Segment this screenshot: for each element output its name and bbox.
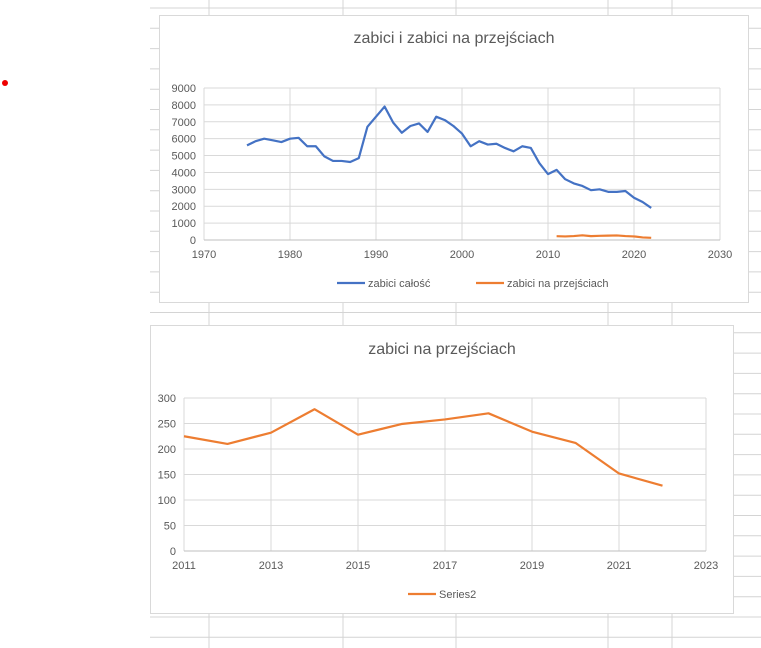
chart-svg: zabici i zabici na przejściach 0 1000 2000 3… (172, 30, 733, 290)
y-tick-label: 6000 (172, 134, 196, 146)
x-tick-label: 2010 (536, 249, 560, 261)
x-tick-label: 2011 (172, 560, 196, 572)
chart-killed-total-and-crossings[interactable]: zabici i zabici na przejściach 0 1000 2000 3… (159, 15, 749, 303)
x-tick-label: 2030 (708, 249, 732, 261)
y-tick-label: 2000 (172, 201, 196, 213)
x-tick-label: 2023 (694, 560, 718, 572)
chart-svg: zabici na przejściach 0 50 100 150 200 250 300 2… (158, 341, 719, 601)
y-tick-label: 3000 (172, 184, 196, 196)
y-tick-label: 8000 (172, 100, 196, 112)
y-tick-label: 200 (158, 444, 176, 456)
series-line-0 (246, 105, 652, 209)
y-tick-label: 0 (170, 546, 176, 558)
x-tick-label: 2000 (450, 249, 474, 261)
y-tick-label: 4000 (172, 167, 196, 179)
y-tick-label: 300 (158, 393, 176, 405)
x-tick-label: 2021 (607, 560, 631, 572)
chart-killed-on-crossings[interactable]: zabici na przejściach 0 50 100 150 200 250 300 2… (150, 325, 734, 614)
y-tick-label: 9000 (172, 83, 196, 95)
legend-label: zabici na przejściach (507, 278, 609, 290)
y-tick-label: 1000 (172, 218, 196, 230)
x-tick-label: 2017 (433, 560, 457, 572)
chart-title: zabici i zabici na przejściach (354, 30, 555, 47)
x-tick-label: 1980 (278, 249, 302, 261)
legend-label: zabici całość (368, 278, 431, 290)
legend-label: Series2 (439, 589, 476, 601)
series-line-1 (556, 234, 652, 239)
y-tick-label: 7000 (172, 117, 196, 129)
x-tick-label: 2019 (520, 560, 544, 572)
series-line-0 (183, 408, 663, 487)
y-tick-label: 100 (158, 495, 176, 507)
y-tick-label: 5000 (172, 151, 196, 163)
y-tick-label: 50 (164, 521, 176, 533)
x-tick-label: 2020 (622, 249, 646, 261)
x-tick-label: 1990 (364, 249, 388, 261)
x-tick-label: 1970 (192, 249, 216, 261)
x-tick-label: 2015 (346, 560, 370, 572)
y-tick-label: 250 (158, 419, 176, 431)
y-tick-label: 0 (190, 235, 196, 247)
y-tick-label: 150 (158, 470, 176, 482)
x-tick-label: 2013 (259, 560, 283, 572)
red-marker-dot (2, 80, 8, 86)
chart-title: zabici na przejściach (368, 341, 516, 358)
